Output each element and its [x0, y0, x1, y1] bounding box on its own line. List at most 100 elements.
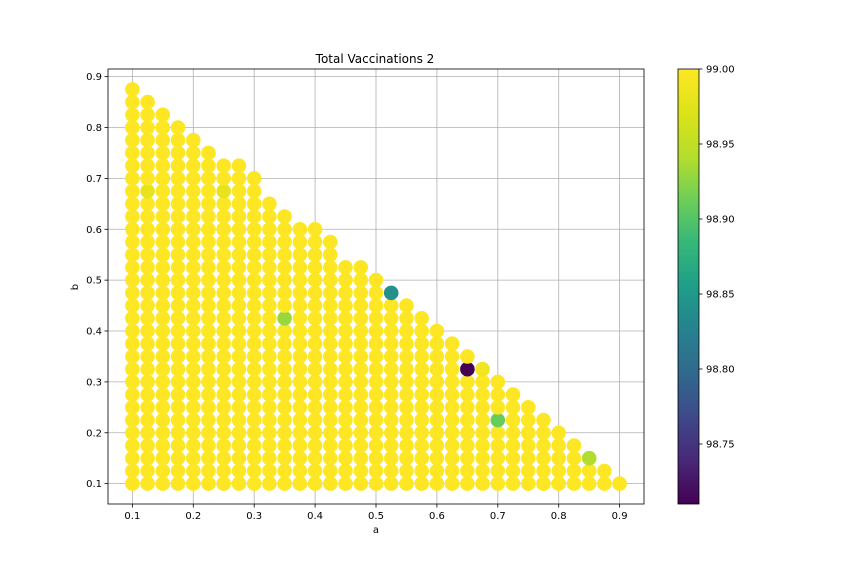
data-point: [155, 209, 171, 224]
data-point: [201, 450, 216, 466]
data-point: [323, 476, 338, 491]
data-point: [201, 158, 216, 173]
data-point: [475, 450, 490, 466]
data-point: [170, 234, 186, 250]
data-point: [475, 476, 490, 491]
data-point: [140, 450, 155, 466]
data-point: [307, 323, 323, 339]
data-point: [307, 298, 323, 313]
data-point: [323, 425, 338, 441]
data-point: [353, 311, 369, 326]
data-point: [307, 336, 323, 352]
data-point: [170, 425, 186, 441]
data-point: [201, 247, 216, 262]
data-point: [246, 374, 262, 390]
data-point: [155, 361, 171, 377]
data-point: [399, 476, 414, 491]
data-point: [475, 438, 490, 453]
data-point: [155, 158, 171, 173]
data-point: [383, 450, 399, 466]
highlighted-data-point: [475, 361, 490, 377]
data-point: [399, 374, 414, 390]
data-point: [155, 387, 171, 402]
data-point: [170, 400, 186, 415]
data-point: [125, 400, 140, 415]
data-point: [201, 183, 216, 199]
data-point: [125, 132, 140, 148]
data-point: [140, 260, 155, 275]
data-point: [383, 400, 399, 415]
data-point: [201, 298, 216, 313]
data-point: [216, 412, 231, 428]
data-point: [399, 412, 414, 428]
colorbar-tick-label: 98.90: [706, 215, 735, 226]
data-point: [262, 450, 277, 466]
data-point: [353, 438, 369, 453]
data-point: [323, 387, 338, 402]
data-point: [475, 374, 490, 390]
data-point: [155, 260, 171, 275]
data-point: [216, 336, 231, 352]
data-point: [597, 463, 612, 479]
data-point: [277, 222, 292, 237]
data-point: [186, 260, 201, 275]
data-point: [216, 349, 231, 364]
data-point: [383, 349, 399, 364]
colorbar: 98.75 98.80 98.85 98.90 98.95 99.00: [677, 65, 735, 505]
data-point: [399, 298, 414, 313]
data-point: [353, 260, 369, 275]
data-point: [186, 438, 201, 453]
data-point: [277, 374, 292, 390]
data-point: [170, 145, 186, 161]
data-point: [292, 387, 308, 402]
data-point: [201, 209, 216, 224]
data-point: [140, 272, 155, 288]
highlighted-data-point: [383, 285, 399, 301]
data-point: [353, 450, 369, 466]
data-point: [262, 412, 277, 428]
data-point: [231, 476, 247, 491]
data-point: [292, 361, 308, 377]
data-point: [460, 476, 475, 491]
data-point: [338, 374, 353, 390]
data-point: [216, 196, 231, 212]
data-point: [186, 412, 201, 428]
data-point: [399, 387, 414, 402]
data-point: [231, 323, 247, 339]
data-point: [292, 298, 308, 313]
data-point: [383, 438, 399, 453]
data-point: [521, 463, 536, 479]
data-point: [231, 171, 247, 186]
data-point: [125, 260, 140, 275]
data-point: [277, 400, 292, 415]
data-point: [201, 349, 216, 364]
data-point: [475, 463, 490, 479]
y-tick-label: 0.7: [86, 174, 102, 185]
data-point: [292, 247, 308, 262]
data-point: [246, 234, 262, 250]
data-point: [216, 374, 231, 390]
data-point: [521, 450, 536, 466]
data-point: [338, 438, 353, 453]
data-point: [246, 349, 262, 364]
data-point: [277, 234, 292, 250]
data-point: [414, 412, 430, 428]
data-point: [140, 400, 155, 415]
data-point: [155, 336, 171, 352]
data-point: [201, 272, 216, 288]
data-point: [368, 438, 384, 453]
data-point: [444, 463, 460, 479]
data-point: [246, 336, 262, 352]
data-point: [140, 107, 155, 123]
data-point: [216, 387, 231, 402]
data-point: [383, 323, 399, 339]
data-point: [368, 374, 384, 390]
data-point: [368, 463, 384, 479]
data-point: [277, 476, 292, 491]
x-tick-label: 0.2: [185, 511, 201, 522]
data-point: [307, 260, 323, 275]
data-point: [399, 400, 414, 415]
data-point: [566, 463, 582, 479]
data-point: [246, 450, 262, 466]
data-point: [581, 476, 597, 491]
